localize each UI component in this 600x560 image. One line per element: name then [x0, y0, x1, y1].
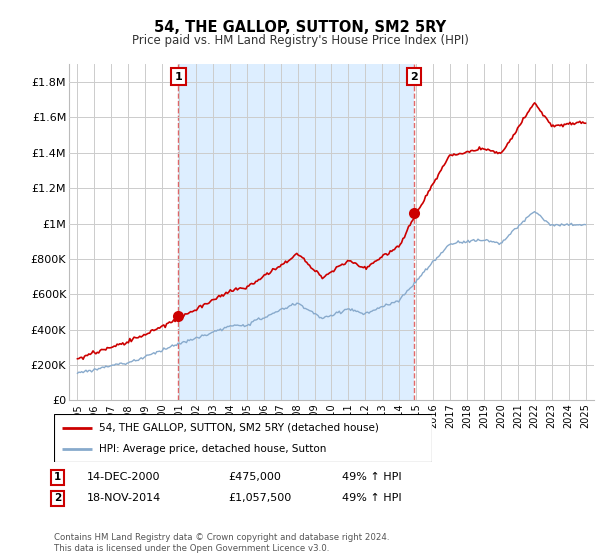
Text: 2: 2 — [54, 493, 61, 503]
Text: 1: 1 — [175, 72, 182, 82]
Text: 54, THE GALLOP, SUTTON, SM2 5RY: 54, THE GALLOP, SUTTON, SM2 5RY — [154, 20, 446, 35]
Text: HPI: Average price, detached house, Sutton: HPI: Average price, detached house, Sutt… — [100, 444, 327, 454]
Text: 49% ↑ HPI: 49% ↑ HPI — [342, 472, 401, 482]
Text: 54, THE GALLOP, SUTTON, SM2 5RY (detached house): 54, THE GALLOP, SUTTON, SM2 5RY (detache… — [100, 423, 379, 433]
Text: 2: 2 — [410, 72, 418, 82]
Text: 14-DEC-2000: 14-DEC-2000 — [87, 472, 161, 482]
Text: Price paid vs. HM Land Registry's House Price Index (HPI): Price paid vs. HM Land Registry's House … — [131, 34, 469, 46]
Text: £1,057,500: £1,057,500 — [228, 493, 291, 503]
Text: 18-NOV-2014: 18-NOV-2014 — [87, 493, 161, 503]
Text: £475,000: £475,000 — [228, 472, 281, 482]
Text: 1: 1 — [54, 472, 61, 482]
Bar — [178, 64, 414, 400]
Text: Contains HM Land Registry data © Crown copyright and database right 2024.
This d: Contains HM Land Registry data © Crown c… — [54, 533, 389, 553]
Text: 49% ↑ HPI: 49% ↑ HPI — [342, 493, 401, 503]
